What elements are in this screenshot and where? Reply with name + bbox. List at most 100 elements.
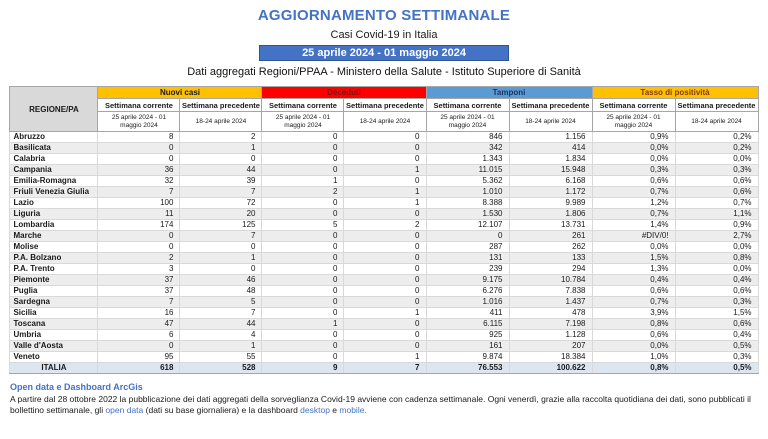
value-cell: 9.874: [425, 351, 510, 363]
value-cell: 0,5%: [674, 340, 759, 352]
value-cell: 1: [179, 142, 263, 154]
value-cell: 1: [261, 318, 345, 330]
value-cell: 5: [179, 296, 263, 308]
value-cell: 32: [97, 175, 181, 187]
value-cell: 1: [343, 197, 427, 209]
value-cell: 1.128: [508, 329, 593, 341]
value-cell: 1.172: [508, 186, 593, 198]
value-cell: 414: [508, 142, 593, 154]
value-cell: 36: [97, 164, 181, 176]
value-cell: 9.175: [425, 274, 510, 286]
value-cell: 6.168: [508, 175, 593, 187]
subheader-current-dates: 25 aprile 2024 - 01 maggio 2024: [591, 111, 676, 132]
value-cell: 0: [261, 329, 345, 341]
value-cell: 0,8%: [591, 362, 676, 374]
value-cell: 1,0%: [591, 351, 676, 363]
data-source-line: Dati aggregati Regioni/PPAA - Ministero …: [187, 66, 581, 78]
region-name: Sardegna: [9, 296, 99, 308]
table-row: Friuli Venezia Giulia 7 7 2 1 1.010 1.172 0,7% 0…: [9, 186, 759, 198]
value-cell: 100: [97, 197, 181, 209]
value-cell: 0,2%: [674, 131, 759, 143]
value-cell: 0: [343, 252, 427, 264]
table-row: Puglia 37 48 0 0 6.276 7.838 0,6% 0,6%: [9, 285, 759, 297]
table-row: Lombardia 174 125 5 2 12.107 13.731 1,4% 0,9%: [9, 219, 759, 231]
value-cell: 16: [97, 307, 181, 319]
value-cell: 0: [343, 230, 427, 242]
value-cell: 0: [97, 340, 181, 352]
value-cell: 1,5%: [591, 252, 676, 264]
subheader-previous-week: Settimana precedente: [508, 98, 593, 112]
value-cell: 0: [343, 329, 427, 341]
value-cell: 0,0%: [674, 263, 759, 275]
table-row: Calabria 0 0 0 0 1.343 1.834 0,0% 0,0%: [9, 153, 759, 165]
value-cell: 0: [97, 142, 181, 154]
value-cell: 0: [425, 230, 510, 242]
table-row: P.A. Trento 3 0 0 0 239 294 1,3% 0,0%: [9, 263, 759, 275]
mobile-dashboard-link[interactable]: mobile.: [339, 405, 367, 416]
value-cell: 0: [261, 307, 345, 319]
value-cell: 0: [261, 153, 345, 165]
value-cell: 0,0%: [591, 340, 676, 352]
value-cell: 0,9%: [591, 131, 676, 143]
value-cell: 287: [425, 241, 510, 253]
region-name: Veneto: [9, 351, 99, 363]
value-cell: 0: [261, 340, 345, 352]
region-name: Campania: [9, 164, 99, 176]
value-cell: 100.622: [508, 362, 593, 374]
value-cell: 207: [508, 340, 593, 352]
value-cell: 0,6%: [674, 175, 759, 187]
value-cell: 1.834: [508, 153, 593, 165]
value-cell: 0: [179, 241, 263, 253]
value-cell: 618: [97, 362, 181, 374]
value-cell: 0,5%: [674, 362, 759, 374]
value-cell: 12.107: [425, 219, 510, 231]
table-header: REGIONE/PA Nuovi casi Deceduti Tamponi T…: [9, 86, 759, 132]
table-row: Lazio 100 72 0 1 8.388 9.989 1,2% 0,7%: [9, 197, 759, 209]
value-cell: 8: [97, 131, 181, 143]
subheader-previous-dates: 18-24 aprile 2024: [508, 111, 593, 132]
region-name: Lazio: [9, 197, 99, 209]
value-cell: 0: [261, 164, 345, 176]
region-name: P.A. Bolzano: [9, 252, 99, 264]
value-cell: 0: [343, 175, 427, 187]
value-cell: 0,0%: [591, 241, 676, 253]
value-cell: 3: [97, 263, 181, 275]
value-cell: 7: [179, 230, 263, 242]
value-cell: 0,3%: [591, 164, 676, 176]
open-data-link[interactable]: open data: [105, 405, 144, 416]
value-cell: 7: [343, 362, 427, 374]
subheader-current-dates: 25 aprile 2024 - 01 maggio 2024: [97, 111, 181, 132]
region-name: Umbria: [9, 329, 99, 341]
region-name: P.A. Trento: [9, 263, 99, 275]
value-cell: 0: [261, 241, 345, 253]
region-name: Abruzzo: [9, 131, 99, 143]
table-row: P.A. Bolzano 2 1 0 0 131 133 1,5% 0,8%: [9, 252, 759, 264]
value-cell: 846: [425, 131, 510, 143]
subheader-previous-week: Settimana precedente: [179, 98, 263, 112]
value-cell: 1: [261, 175, 345, 187]
covid-data-table: REGIONE/PA Nuovi casi Deceduti Tamponi T…: [9, 86, 759, 374]
value-cell: 342: [425, 142, 510, 154]
value-cell: 1: [343, 186, 427, 198]
group-header-nuovi-casi: Nuovi casi: [97, 86, 263, 99]
value-cell: 1.806: [508, 208, 593, 220]
value-cell: 0: [343, 285, 427, 297]
value-cell: 0,7%: [591, 208, 676, 220]
table-row: Sicilia 16 7 0 1 411 478 3,9% 1,5%: [9, 307, 759, 319]
value-cell: 0,8%: [674, 252, 759, 264]
value-cell: 0: [261, 208, 345, 220]
value-cell: 1.156: [508, 131, 593, 143]
value-cell: 15.948: [508, 164, 593, 176]
value-cell: 7.838: [508, 285, 593, 297]
region-name: Valle d'Aosta: [9, 340, 99, 352]
value-cell: 0,4%: [591, 274, 676, 286]
value-cell: 1.530: [425, 208, 510, 220]
value-cell: 0: [343, 142, 427, 154]
group-header-tasso-positivita: Tasso di positività: [591, 86, 759, 99]
page-footer: Open data e Dashboard ArcGis A partire d…: [10, 382, 758, 417]
value-cell: 0: [343, 153, 427, 165]
footer-text-part2: (dati su base giornaliera) e la dashboar…: [143, 405, 301, 416]
value-cell: 3,9%: [591, 307, 676, 319]
value-cell: #DIV/0!: [591, 230, 676, 242]
desktop-dashboard-link[interactable]: desktop: [300, 405, 330, 416]
